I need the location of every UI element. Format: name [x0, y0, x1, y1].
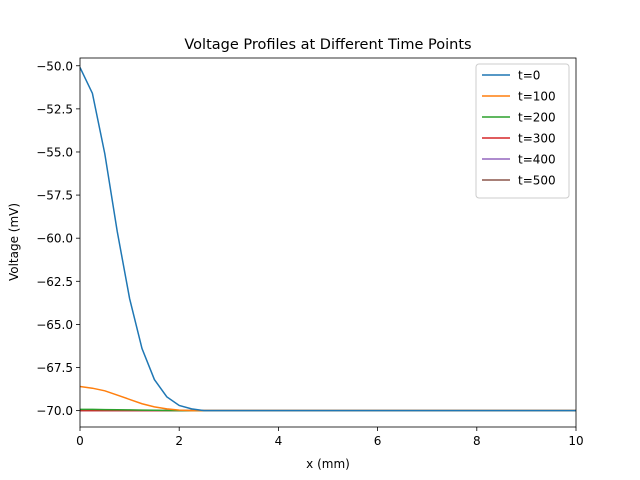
x-axis-label: x (mm) [306, 457, 350, 471]
legend-label: t=300 [518, 132, 556, 146]
y-tick-label: −65.0 [36, 318, 73, 332]
y-tick-label: −60.0 [36, 232, 73, 246]
x-tick-label: 4 [275, 434, 283, 448]
x-tick-label: 10 [568, 434, 583, 448]
y-tick-label: −50.0 [36, 59, 73, 73]
y-tick-label: −52.5 [36, 102, 73, 116]
legend: t=0 t=100 t=200 t=300 t=400 t=500 [475, 63, 570, 199]
y-tick-label: −55.0 [36, 145, 73, 159]
y-axis: −50.0 −52.5 −55.0 −57.5 −60.0 −62.5 −65.0 −67.5… [36, 59, 80, 418]
x-tick-label: 6 [374, 434, 382, 448]
legend-label: t=500 [518, 174, 556, 188]
legend-label: t=100 [518, 90, 556, 104]
legend-box [475, 63, 570, 199]
y-tick-label: −70.0 [36, 404, 73, 418]
legend-label: t=400 [518, 153, 556, 167]
x-tick-label: 0 [76, 434, 84, 448]
chart-title: Voltage Profiles at Different Time Point… [184, 37, 471, 53]
plot-frame [79, 57, 577, 428]
plot-lines [79, 67, 576, 412]
y-tick-label: −62.5 [36, 275, 73, 289]
y-tick-label: −57.5 [36, 189, 73, 203]
y-axis-label: Voltage (mV) [7, 203, 21, 281]
series-line-t-0 [79, 67, 576, 412]
x-axis: 0 2 4 6 8 10 [76, 427, 584, 448]
legend-label: t=0 [518, 69, 540, 83]
legend-label: t=200 [518, 111, 556, 125]
x-tick-label: 2 [175, 434, 183, 448]
y-tick-label: −67.5 [36, 361, 73, 375]
x-tick-label: 8 [473, 434, 481, 448]
